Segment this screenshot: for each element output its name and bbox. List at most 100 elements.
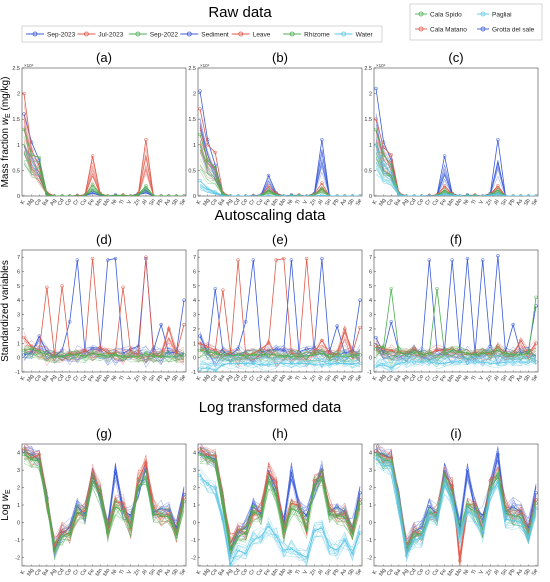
data-point	[297, 361, 301, 366]
data-point	[374, 127, 378, 132]
x-tick-label: Sn	[324, 198, 333, 207]
data-point	[221, 288, 225, 292]
data-point	[534, 506, 538, 511]
x-tick-label: Ni	[111, 569, 119, 577]
y-tick-label: -2	[15, 555, 20, 561]
y-tick-label: 1	[193, 503, 196, 509]
data-point	[52, 355, 57, 360]
x-tick-label: Ag	[225, 374, 234, 383]
y-tick-label: -1	[191, 370, 196, 376]
data-point	[75, 258, 80, 262]
data-point	[67, 531, 72, 535]
sample-line	[23, 347, 185, 363]
data-point	[128, 354, 133, 358]
x-tick-label: Ag	[49, 198, 58, 207]
data-point	[427, 515, 432, 519]
data-point	[534, 295, 538, 300]
data-point	[205, 350, 210, 354]
x-tick-label: Pb	[508, 374, 517, 383]
sample-line	[375, 452, 537, 561]
legend-entry-label: Sep-2022	[150, 31, 179, 38]
data-point	[304, 361, 309, 366]
x-tick-label: Ba	[218, 197, 227, 207]
x-tick-label: Ba	[394, 567, 403, 577]
x-tick-label: Sn	[324, 568, 333, 577]
legend-swatch-marker	[186, 31, 192, 37]
x-tick-label: V	[478, 199, 485, 205]
data-point	[320, 363, 324, 367]
series-line	[199, 108, 360, 196]
legend-entry-label: Jul-2023	[98, 31, 123, 38]
x-tick-label: Ca	[210, 373, 219, 383]
sample-line	[23, 452, 185, 553]
data-point	[266, 341, 271, 346]
data-point	[251, 538, 256, 542]
data-point	[412, 350, 416, 354]
sample-line	[199, 459, 361, 543]
axes-frame	[21, 67, 187, 197]
data-point	[526, 360, 531, 364]
x-tick-label: As	[340, 198, 349, 207]
section-title-autoscaling: Autoscaling data	[215, 207, 327, 224]
x-tick-label: Co	[416, 568, 425, 577]
data-point	[435, 361, 439, 366]
x-tick-label: Mn	[447, 198, 456, 208]
x-tick-label: Zn	[485, 198, 493, 207]
y-tick-label: 0.5	[188, 168, 196, 174]
data-point	[389, 163, 393, 168]
data-point	[374, 347, 378, 351]
sample-line	[23, 349, 185, 363]
data-point	[266, 353, 271, 357]
x-tick-label: Se	[531, 198, 540, 207]
data-point	[213, 287, 217, 291]
data-point	[136, 354, 141, 358]
x-tick-label: Co	[416, 374, 425, 383]
x-tick-label: Ba	[42, 197, 51, 207]
data-point	[60, 354, 64, 358]
data-point	[435, 517, 439, 521]
data-point	[450, 498, 454, 502]
x-tick-label: Zn	[485, 568, 493, 577]
data-point	[29, 153, 34, 157]
data-point	[151, 354, 156, 358]
data-point	[228, 361, 233, 366]
data-point	[358, 501, 362, 506]
data-point	[198, 178, 202, 183]
x-tick-label: Fe	[440, 568, 448, 577]
series-lines	[198, 444, 362, 566]
data-point	[427, 360, 432, 364]
x-tick-label: Zn	[133, 568, 141, 577]
x-tick-label: Cd	[409, 374, 418, 383]
legend-entry-label: Cala Matano	[430, 26, 467, 33]
section-title-log: Log transformed data	[199, 399, 342, 416]
data-point	[198, 348, 202, 353]
x-tick-label: Ba	[42, 567, 51, 577]
legend-left: Sep-2023 Jul-2023 Sep-2022 Sediment Leave Rhi…	[21, 25, 383, 43]
data-point	[121, 285, 125, 290]
data-point	[304, 194, 309, 196]
data-point	[274, 194, 278, 196]
data-point	[121, 354, 125, 358]
data-point	[98, 494, 102, 499]
y-tick-label: 2	[193, 327, 196, 333]
x-tick-label: Ba	[218, 567, 227, 577]
legend-swatch-marker	[480, 26, 486, 32]
x-tick-label: Cr	[72, 374, 80, 382]
x-tick-label: Pb	[332, 374, 341, 383]
data-point	[358, 531, 362, 535]
x-tick-label: Ni	[463, 375, 471, 383]
data-point	[205, 456, 210, 460]
data-point	[458, 536, 462, 540]
data-point	[304, 555, 309, 560]
data-point	[243, 361, 248, 366]
x-tick-label: Mn	[271, 568, 280, 578]
data-point	[534, 360, 538, 364]
panel-label: (b)	[272, 50, 288, 65]
panel-label: (f)	[450, 232, 462, 247]
y-tick-label: 3	[17, 468, 20, 474]
data-point	[304, 354, 309, 358]
x-tick-label: Cd	[409, 568, 418, 577]
data-point	[358, 194, 362, 196]
data-point	[274, 353, 278, 357]
